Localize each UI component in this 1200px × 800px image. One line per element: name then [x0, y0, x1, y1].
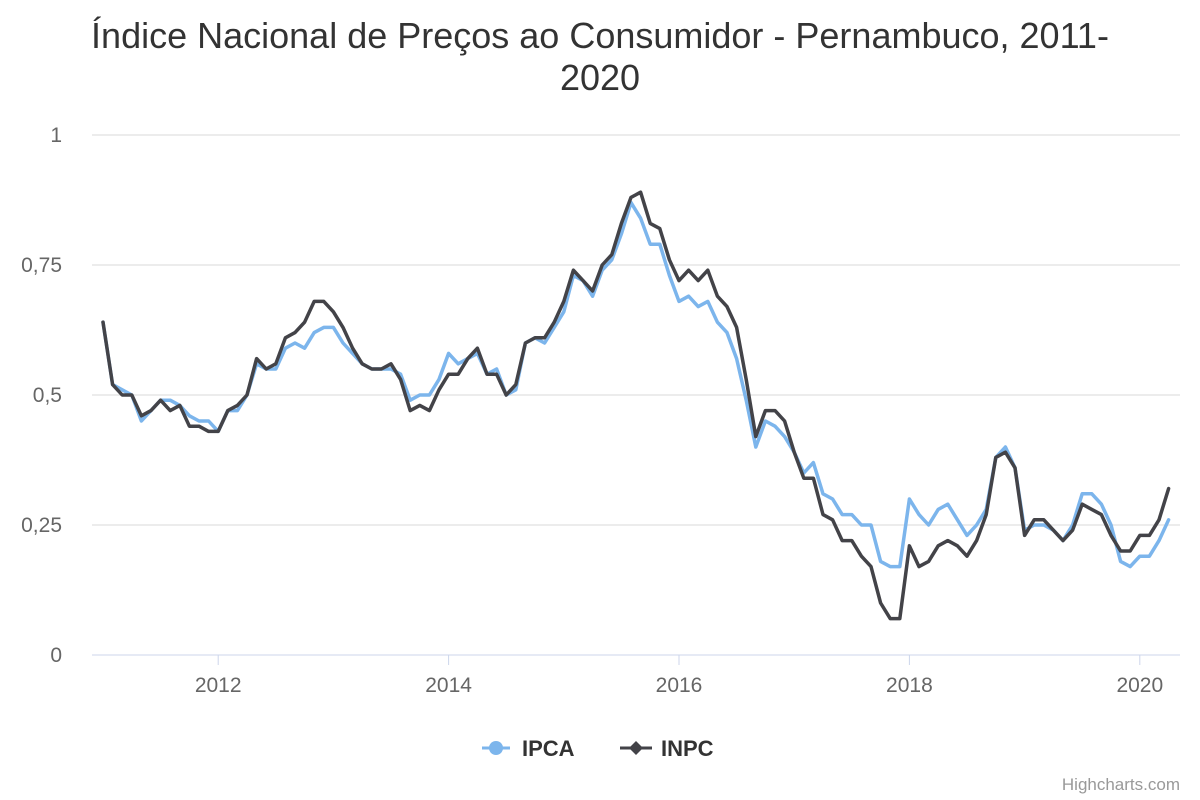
- x-tick-label: 2018: [886, 674, 933, 697]
- y-tick-label: 0,25: [21, 514, 62, 537]
- legend: IPCA INPC: [482, 736, 714, 761]
- y-tick-label: 0: [50, 644, 62, 667]
- x-tick-label: 2016: [656, 674, 703, 697]
- x-tick-label: 2012: [195, 674, 242, 697]
- y-axis-labels: 0 0,25 0,5 0,75 1: [21, 124, 62, 667]
- y-tick-label: 1: [50, 124, 62, 147]
- legend-item-ipca[interactable]: IPCA: [482, 736, 575, 761]
- x-tick-label: 2020: [1116, 674, 1163, 697]
- series-line-inpc[interactable]: [101, 190, 1171, 621]
- legend-item-inpc[interactable]: INPC: [620, 736, 714, 761]
- credits-link[interactable]: Highcharts.com: [1062, 775, 1180, 794]
- x-tick-label: 2014: [425, 674, 472, 697]
- chart-title-line-2: 2020: [560, 57, 640, 98]
- chart-title-line-1: Índice Nacional de Preços ao Consumidor …: [91, 15, 1109, 56]
- y-gridlines: [92, 134, 1180, 526]
- legend-ipca-circle-marker: [489, 741, 503, 755]
- legend-inpc-diamond-marker: [629, 741, 643, 755]
- y-tick-label: 0,75: [21, 254, 62, 277]
- legend-label-inpc: INPC: [661, 736, 714, 761]
- x-axis: 2012 2014 2016 2018 2020: [195, 655, 1163, 697]
- y-tick-label: 0,5: [33, 384, 62, 407]
- legend-label-ipca: IPCA: [522, 736, 575, 761]
- series-lines: [101, 190, 1171, 621]
